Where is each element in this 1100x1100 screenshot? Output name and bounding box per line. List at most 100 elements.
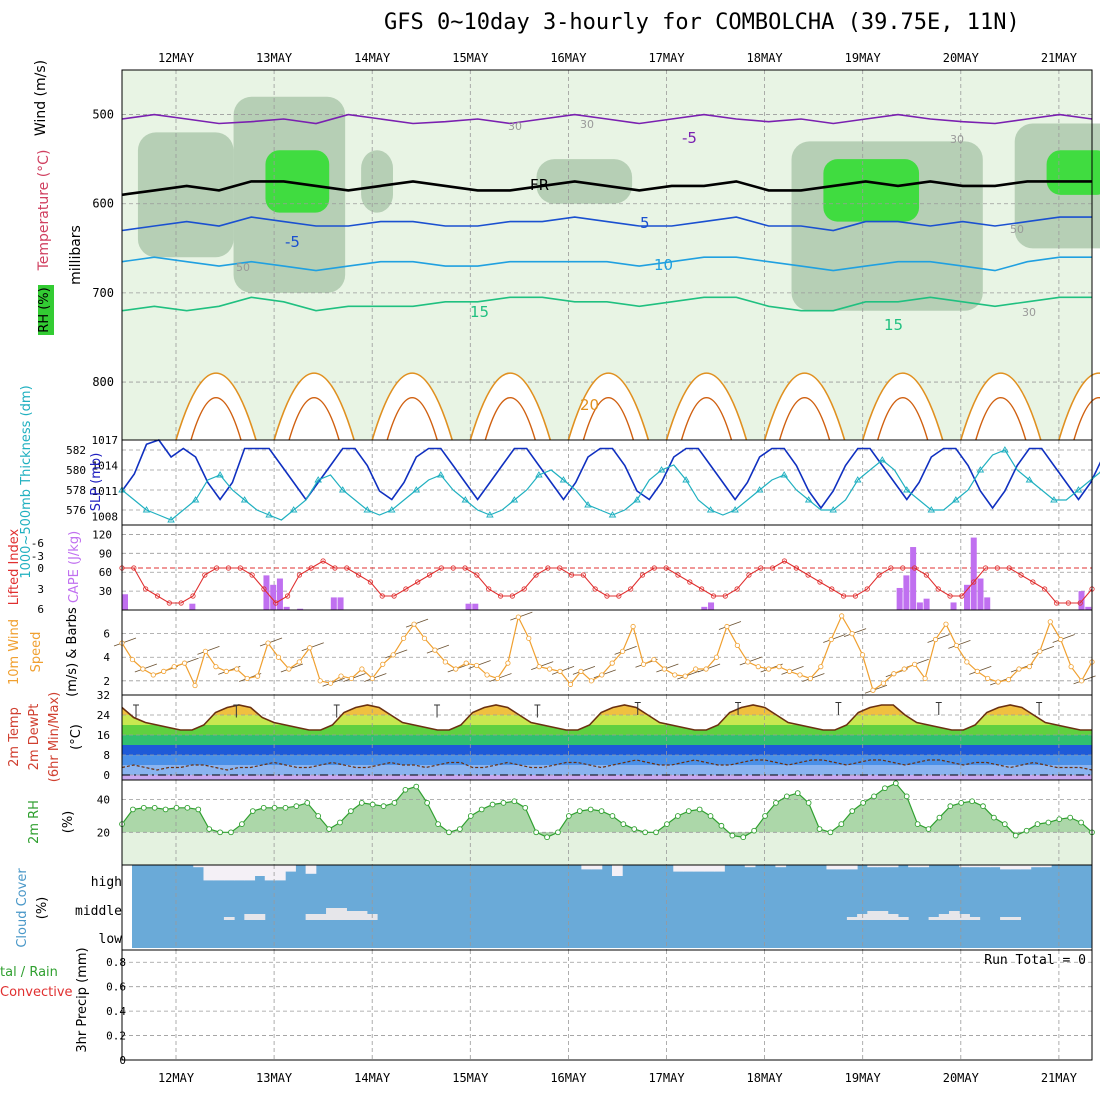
lifted-index-marker <box>415 579 421 585</box>
wind-speed-marker <box>265 640 271 646</box>
isotherm--5 <box>121 113 1093 125</box>
rh-marker <box>446 829 452 836</box>
wind-speed-marker <box>557 668 563 674</box>
lifted-index-marker <box>604 593 610 599</box>
wind-speed-marker <box>234 666 240 672</box>
wind-speed-marker <box>1005 677 1012 683</box>
rh-marker <box>598 808 605 814</box>
isotherm-25-arc <box>288 396 340 441</box>
cloud-high-gap <box>305 865 317 874</box>
lifted-index-marker <box>923 572 929 578</box>
date-label-bottom: 12MAY <box>158 1071 195 1085</box>
rh-marker <box>936 814 943 821</box>
lifted-index-marker <box>202 572 208 578</box>
cloud-high-gap <box>744 865 756 868</box>
thickness-tick-label: 580 <box>66 464 86 477</box>
wind-barb <box>1052 634 1075 643</box>
contour-label: 10 <box>654 256 673 274</box>
wind-barb <box>969 666 992 675</box>
temp-tick-label: 32 <box>97 689 110 702</box>
thickness-marker <box>216 471 224 478</box>
wind-barb <box>322 677 345 687</box>
wind-speed-marker <box>432 647 438 653</box>
isotherm-25-arc <box>680 396 733 441</box>
wind-barb <box>343 673 366 682</box>
thickness-marker <box>1050 496 1058 503</box>
lifted-index-marker <box>214 565 220 571</box>
thickness-marker <box>461 496 470 503</box>
lifted-index-marker <box>285 593 291 599</box>
cloud-high-gap <box>213 865 225 881</box>
rh-marker <box>457 826 463 832</box>
wind-barb <box>426 644 450 654</box>
lifted-index-line <box>122 560 1093 604</box>
contour-label: 30 <box>950 133 964 146</box>
lifted-index-marker <box>722 593 728 599</box>
lifted-index-marker <box>1042 586 1048 592</box>
cloud-high-gap <box>877 865 889 868</box>
lifted-index-marker <box>261 586 267 592</box>
cloud-high-gap <box>264 865 276 881</box>
wind-barb <box>280 663 304 673</box>
rh-marker <box>1001 821 1008 827</box>
thickness-marker <box>731 506 739 513</box>
date-label-bottom: 18MAY <box>747 1071 784 1085</box>
cloud-high-gap <box>846 865 858 870</box>
lifted-index-marker <box>249 572 255 578</box>
date-label-bottom: 21MAY <box>1041 1071 1078 1085</box>
cloud-middle-gap <box>887 914 899 920</box>
rh-marker <box>522 804 529 811</box>
li-tick-label: 6 <box>37 603 44 616</box>
cape-tick-label: 30 <box>99 585 112 598</box>
precip-legend-total-rain: tal / Rain <box>0 965 58 980</box>
lifted-index-marker <box>758 565 764 571</box>
lifted-index-marker <box>568 572 575 578</box>
thickness-marker <box>780 471 788 478</box>
lifted-index-marker <box>521 586 527 592</box>
cloud-high-gap <box>989 865 1001 868</box>
rh-band-90 <box>265 150 330 213</box>
wind-barb <box>510 611 533 621</box>
wind-barb <box>718 621 742 630</box>
wind-barb <box>197 645 220 655</box>
cloud-low-label: low <box>99 932 123 947</box>
rh-marker <box>1034 821 1041 827</box>
minmax-axis-label: (6hr Min/Max) <box>47 692 62 782</box>
pressure-tick-label: 500 <box>92 108 114 122</box>
thickness-marker <box>829 506 838 513</box>
lifted-index-marker <box>450 565 456 571</box>
rh-marker <box>239 821 245 827</box>
lifted-index-marker <box>273 600 279 606</box>
wind-barb <box>948 640 971 649</box>
lifted-index-marker <box>982 565 989 571</box>
thickness-marker <box>584 501 592 508</box>
lifted-index-marker <box>699 586 705 592</box>
rh-marker <box>816 826 823 832</box>
lifted-index-marker <box>308 565 314 571</box>
wind-speed-marker <box>338 673 344 679</box>
cloud-high-gap <box>826 865 838 870</box>
rh-band-90 <box>823 159 920 222</box>
lifted-index-axis-label: Lifted Index <box>7 528 22 605</box>
cape-bar <box>903 575 910 610</box>
lifted-index-marker <box>143 586 149 592</box>
wind-speed-marker <box>901 666 907 672</box>
wind-speed-marker <box>1037 648 1043 654</box>
cape-bar <box>122 594 128 610</box>
wind-axis-label: Wind (m/s) <box>33 60 49 136</box>
cape-tick-label: 90 <box>99 547 112 560</box>
date-label-bottom: 17MAY <box>648 1071 685 1085</box>
wind-speed-marker <box>640 661 647 667</box>
rh-marker <box>500 800 507 806</box>
wind-barb <box>781 666 804 675</box>
lifted-index-marker <box>781 558 788 564</box>
rh-marker <box>217 829 223 836</box>
isotherm-FR <box>121 180 1092 197</box>
wind-speed-marker <box>985 675 991 682</box>
thickness-marker <box>633 496 641 503</box>
cape-bar <box>984 597 991 610</box>
cloud-high-gap <box>1040 865 1052 868</box>
wind-barb <box>489 673 512 682</box>
wind-axis-label-right: (m/s) & Barbs <box>65 607 80 697</box>
lifted-index-marker <box>900 565 906 571</box>
